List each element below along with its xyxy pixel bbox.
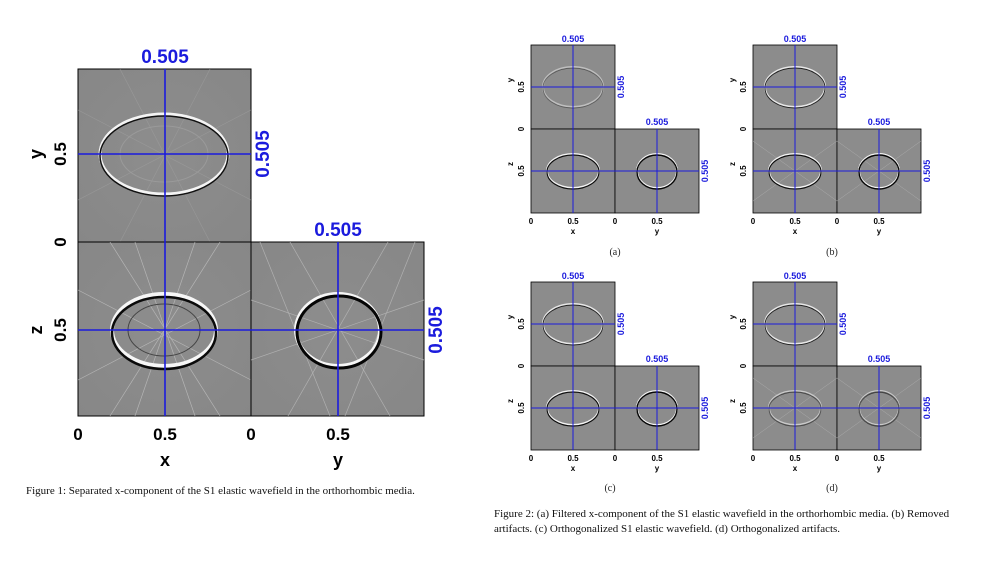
- fig2-y2-label: y: [655, 227, 660, 236]
- fig2-y-label: y: [506, 314, 515, 319]
- fig2-right-marker: 0.505: [838, 76, 848, 99]
- fig2-x-tick-3: 0.5: [651, 217, 663, 226]
- fig2-side-right-marker: 0.505: [922, 397, 932, 420]
- fig2-sub-label: (c): [604, 483, 615, 494]
- fig2-x-tick-1: 0.5: [567, 454, 579, 463]
- fig2-z-tick: 0.5: [517, 402, 526, 414]
- fig2-z-label: z: [728, 162, 737, 166]
- fig1-z-axis-label: z: [26, 326, 46, 335]
- fig2-right-marker: 0.505: [616, 76, 626, 99]
- fig2-y-tick: 0.5: [517, 318, 526, 330]
- fig2-z-tick: 0.5: [517, 165, 526, 177]
- fig2-x-tick-2: 0: [835, 217, 840, 226]
- fig2-x-label: x: [793, 464, 798, 473]
- fig2-y-label: y: [728, 314, 737, 319]
- fig2-top-marker: 0.505: [562, 34, 585, 44]
- fig2-sub-label: (d): [826, 483, 838, 494]
- fig2-x-tick-1: 0.5: [567, 217, 579, 226]
- fig1-right-marker: 0.505: [253, 130, 274, 178]
- fig1-top-marker: 0.505: [141, 47, 189, 68]
- fig2-x-tick-3: 0.5: [873, 454, 885, 463]
- fig2-zero-tick: 0: [517, 363, 526, 368]
- fig2-z-label: z: [728, 399, 737, 403]
- fig1-side-top-marker: 0.505: [314, 220, 362, 241]
- fig2-top-marker: 0.505: [562, 271, 585, 281]
- figure1: 0.505 0.505 0.505 0.505 y 0.5 0 z 0.5 0 …: [26, 47, 447, 470]
- fig1-y-axis-label: y: [26, 149, 46, 159]
- fig1-y-tick: 0.5: [51, 142, 70, 166]
- fig2-side-right-marker: 0.505: [922, 160, 932, 183]
- fig2-y2-label: y: [877, 227, 882, 236]
- fig1-x-tick-2: 0: [246, 425, 255, 444]
- fig2-x-label: x: [793, 227, 798, 236]
- fig2-y-label: y: [506, 77, 515, 82]
- fig2-x-tick-0: 0: [529, 454, 534, 463]
- fig2-z-tick: 0.5: [739, 165, 748, 177]
- fig2-y-tick: 0.5: [739, 81, 748, 93]
- figure2-caption: Figure 2: (a) Filtered x-component of th…: [494, 508, 950, 535]
- fig1-x-tick-0: 0: [73, 425, 82, 444]
- fig1-y2-axis-label: y: [333, 450, 343, 470]
- fig2-x-tick-2: 0: [613, 217, 618, 226]
- fig2-side-top-marker: 0.505: [868, 354, 891, 364]
- fig2-right-marker: 0.505: [616, 313, 626, 336]
- fig2-x-label: x: [571, 227, 576, 236]
- fig2-z-label: z: [506, 162, 515, 166]
- fig1-x-tick-3: 0.5: [326, 425, 350, 444]
- fig2-side-right-marker: 0.505: [700, 397, 710, 420]
- fig2-side-top-marker: 0.505: [868, 117, 891, 127]
- fig1-zero-tick: 0: [51, 237, 70, 246]
- fig2-z-tick: 0.5: [739, 402, 748, 414]
- fig2-side-right-marker: 0.505: [700, 160, 710, 183]
- fig2-x-tick-3: 0.5: [873, 217, 885, 226]
- figure1-caption: Figure 1: Separated x-component of the S…: [26, 485, 415, 497]
- fig2-z-label: z: [506, 399, 515, 403]
- fig2-x-label: x: [571, 464, 576, 473]
- fig2-x-tick-2: 0: [613, 454, 618, 463]
- fig2-top-marker: 0.505: [784, 34, 807, 44]
- fig2-zero-tick: 0: [517, 126, 526, 131]
- fig2-x-tick-1: 0.5: [789, 217, 801, 226]
- fig2-side-top-marker: 0.505: [646, 117, 669, 127]
- fig2-x-tick-1: 0.5: [789, 454, 801, 463]
- fig2-side-top-marker: 0.505: [646, 354, 669, 364]
- fig2-right-marker: 0.505: [838, 313, 848, 336]
- fig1-z-tick: 0.5: [51, 318, 70, 342]
- fig1-crosshair: [78, 69, 424, 416]
- fig2-y2-label: y: [655, 464, 660, 473]
- fig1-x-axis-label: x: [160, 450, 170, 470]
- fig2-y-tick: 0.5: [739, 318, 748, 330]
- fig2-x-tick-3: 0.5: [651, 454, 663, 463]
- fig2-x-tick-0: 0: [751, 454, 756, 463]
- fig2-y2-label: y: [877, 464, 882, 473]
- fig2-sub-label: (b): [826, 247, 838, 258]
- fig1-x-tick-1: 0.5: [153, 425, 177, 444]
- fig2-zero-tick: 0: [739, 126, 748, 131]
- fig2-top-marker: 0.505: [784, 271, 807, 281]
- fig2-sub-label: (a): [609, 247, 620, 258]
- fig2-zero-tick: 0: [739, 363, 748, 368]
- fig1-side-right-marker: 0.505: [426, 306, 447, 354]
- fig2-y-label: y: [728, 77, 737, 82]
- fig2-y-tick: 0.5: [517, 81, 526, 93]
- fig2-x-tick-2: 0: [835, 454, 840, 463]
- fig2-x-tick-0: 0: [751, 217, 756, 226]
- fig2-x-tick-0: 0: [529, 217, 534, 226]
